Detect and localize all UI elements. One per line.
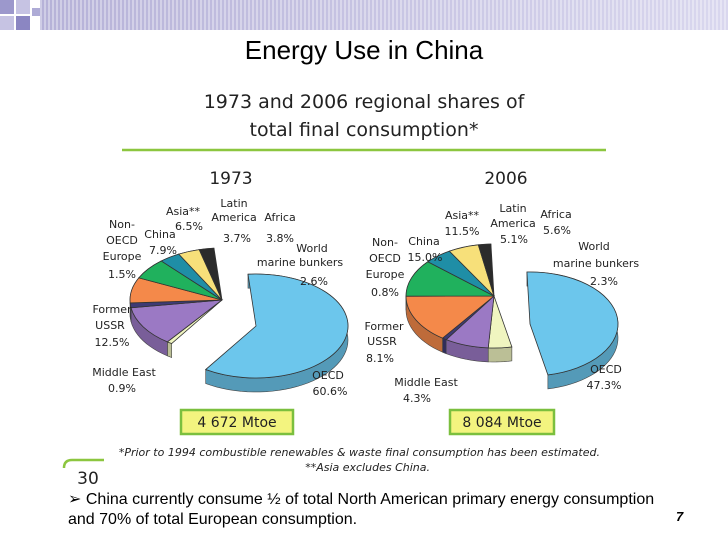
- label-africa-2006: Africa: [540, 208, 571, 221]
- label-me-2006: Middle East: [394, 376, 458, 389]
- label-ussr-2006-b: USSR: [367, 335, 397, 348]
- label-neurope-1973-a: Non-: [109, 218, 135, 231]
- value-bunkers-1973: 2.6%: [300, 275, 328, 288]
- pie-slice-china-2006: [405, 295, 496, 339]
- badge-number: 30: [77, 469, 99, 489]
- pie-side-middle_east-1973: [167, 341, 172, 358]
- pie-side-middle_east-2006: [487, 346, 513, 363]
- total-2006: 8 084 Mtoe: [462, 415, 541, 431]
- value-ussr-2006: 8.1%: [366, 352, 394, 365]
- label-latin-2006-b: America: [490, 217, 535, 230]
- chart-title: 1973 and 2006 regional shares of: [204, 91, 526, 113]
- label-ussr-1973-a: Former: [93, 303, 132, 316]
- label-oecd-1973: OECD: [312, 369, 344, 382]
- label-oecd-2006: OECD: [590, 363, 622, 376]
- label-latin-2006-a: Latin: [499, 202, 526, 215]
- label-asia-1973: Asia**: [166, 205, 201, 218]
- value-neurope-1973: 1.5%: [108, 268, 136, 281]
- value-oecd-1973: 60.6%: [313, 385, 348, 398]
- pie-2006: [405, 243, 619, 390]
- value-oecd-2006: 47.3%: [587, 379, 622, 392]
- label-africa-1973: Africa: [264, 211, 295, 224]
- label-latin-1973-b: America: [211, 211, 256, 224]
- footnote-1: *Prior to 1994 combustible renewables & …: [119, 446, 600, 459]
- labels-2006: Asia** 11.5% Latin America 5.1% Africa 5…: [365, 202, 640, 405]
- value-asia-2006: 11.5%: [445, 225, 480, 238]
- total-box-1973: 4 672 Mtoe: [179, 408, 295, 436]
- value-bunkers-2006: 2.3%: [590, 275, 618, 288]
- value-latin-2006: 5.1%: [500, 233, 528, 246]
- footnote-2: **Asia excludes China.: [305, 461, 430, 474]
- value-africa-2006: 5.6%: [543, 224, 571, 237]
- value-china-1973: 7.9%: [149, 244, 177, 257]
- label-neurope-2006-b: OECD: [369, 252, 401, 265]
- label-bunkers-1973-a: World: [296, 242, 328, 255]
- value-china-2006: 15.0%: [408, 251, 443, 264]
- pie-slice-oecd-2006: [526, 271, 619, 376]
- bullet-text: China currently consume ½ of total North…: [68, 491, 655, 528]
- label-ussr-2006-a: Former: [365, 320, 404, 333]
- label-neurope-1973-c: Europe: [103, 250, 142, 263]
- value-latin-1973: 3.7%: [223, 232, 251, 245]
- page-badge: 30: [62, 458, 104, 489]
- value-neurope-2006: 0.8%: [371, 286, 399, 299]
- page-number: 7: [676, 509, 684, 524]
- total-1973: 4 672 Mtoe: [197, 415, 276, 431]
- total-box-2006: 8 084 Mtoe: [448, 408, 556, 436]
- value-africa-1973: 3.8%: [266, 232, 294, 245]
- label-china-1973: China: [144, 228, 175, 241]
- value-ussr-1973: 12.5%: [95, 336, 130, 349]
- label-neurope-2006-a: Non-: [372, 236, 398, 249]
- label-asia-2006: Asia**: [445, 209, 480, 222]
- year-label-1973: 1973: [209, 169, 252, 189]
- value-asia-1973: 6.5%: [175, 220, 203, 233]
- pie-slice-bunkers-1973: [198, 247, 223, 301]
- label-ussr-1973-b: USSR: [95, 319, 125, 332]
- label-neurope-1973-b: OECD: [106, 234, 138, 247]
- pie-slice-bunkers-2006: [477, 243, 495, 297]
- label-bunkers-2006-a: World: [578, 240, 610, 253]
- bullet-marker-icon: ➢: [68, 491, 82, 508]
- chart-title-line2: total final consumption*: [250, 119, 479, 141]
- pie-slice-oecd-1973: [204, 273, 349, 379]
- label-me-1973: Middle East: [92, 366, 156, 379]
- bullet-point: ➢ China currently consume ½ of total Nor…: [68, 490, 668, 530]
- slide-title: Energy Use in China: [244, 35, 484, 65]
- value-me-2006: 4.3%: [403, 392, 431, 405]
- pie-slice-former_ussr-1973: [130, 299, 224, 343]
- header-banner: [0, 0, 728, 30]
- label-china-2006: China: [408, 235, 439, 248]
- pie-1973: [129, 247, 349, 393]
- pie-slice-asia-2006: [405, 261, 495, 297]
- label-neurope-2006-c: Europe: [366, 268, 405, 281]
- pie-side-non_oecd_europe-2006: [442, 337, 447, 355]
- label-latin-1973-a: Latin: [220, 197, 247, 210]
- label-bunkers-1973-b: marine bunkers: [257, 256, 343, 269]
- labels-1973: Asia** 6.5% Latin America 3.7% Africa 3.…: [92, 197, 347, 398]
- year-label-2006: 2006: [484, 169, 527, 189]
- value-me-1973: 0.9%: [108, 382, 136, 395]
- label-bunkers-2006-b: marine bunkers: [553, 257, 639, 270]
